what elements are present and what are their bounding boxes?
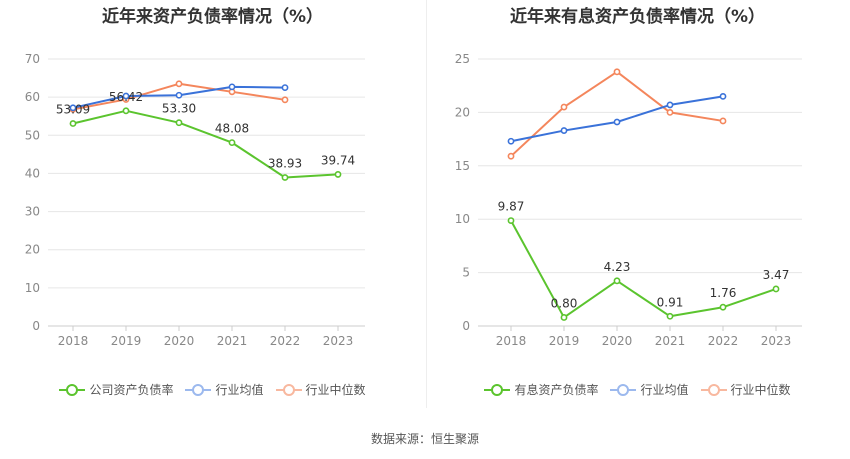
chart-divider — [426, 0, 427, 408]
data-label: 3.47 — [763, 268, 790, 282]
data-point-industry_median — [719, 117, 727, 125]
x-tick-label: 2019 — [549, 334, 580, 348]
legend-label: 行业中位数 — [730, 383, 791, 397]
y-tick-label: 0 — [32, 319, 40, 333]
data-point-industry_avg — [560, 127, 568, 134]
data-point-industry_avg — [666, 101, 674, 109]
data-point-industry_avg — [122, 92, 130, 100]
data-point-company — [560, 314, 568, 321]
data-point-industry_avg — [719, 92, 727, 100]
data-point-industry_avg — [175, 91, 183, 99]
data-point-industry_median — [560, 103, 568, 111]
y-tick-label: 40 — [25, 166, 40, 180]
data-point-industry_avg — [228, 83, 236, 91]
legend-marker-company — [484, 383, 511, 396]
y-tick-label: 25 — [455, 52, 470, 66]
y-tick-label: 10 — [25, 281, 40, 295]
data-point-company — [719, 303, 727, 311]
y-tick-label: 10 — [455, 212, 470, 226]
data-label: 56.42 — [109, 90, 143, 104]
data-point-industry_avg — [507, 137, 515, 145]
legend-item-industry-median[interactable]: 行业中位数 — [275, 381, 366, 398]
x-tick-label: 2021 — [655, 334, 686, 348]
legend-label: 有息资产负债率 — [514, 383, 599, 397]
y-tick-label: 20 — [25, 243, 40, 257]
data-label: 4.23 — [604, 260, 631, 274]
data-label: 0.91 — [657, 295, 684, 309]
legend-label: 行业中位数 — [305, 383, 366, 397]
right-chart-title: 近年来有息资产负债率情况（%） — [509, 7, 766, 27]
right-chart-legend: 有息资产负债率 行业均值 行业中位数 — [425, 381, 850, 398]
data-point-industry_avg — [613, 118, 621, 126]
left-chart-title: 近年来资产负债率情况（%） — [101, 7, 324, 27]
x-tick-label: 2021 — [217, 334, 248, 348]
data-point-company — [507, 217, 515, 224]
legend-marker-company — [59, 383, 86, 396]
left-chart-legend: 公司资产负债率 行业均值 行业中位数 — [0, 381, 425, 398]
x-tick-label: 2023 — [323, 334, 354, 348]
legend-label: 行业均值 — [215, 383, 264, 397]
legend-marker-industry-median — [275, 383, 302, 396]
x-tick-label: 2020 — [602, 334, 633, 348]
data-point-company — [228, 139, 236, 147]
data-point-company — [281, 174, 289, 181]
data-point-company — [122, 107, 130, 115]
data-point-industry_median — [666, 109, 674, 116]
x-tick-label: 2019 — [111, 334, 142, 348]
data-point-company — [334, 171, 342, 178]
data-label: 38.93 — [268, 157, 302, 171]
y-tick-label: 5 — [462, 266, 470, 280]
legend-item-company-debt-ratio[interactable]: 公司资产负债率 — [59, 381, 173, 398]
legend-marker-industry-average — [185, 383, 212, 396]
data-label: 48.08 — [215, 122, 249, 136]
y-tick-label: 0 — [462, 319, 470, 333]
series-line-company — [72, 109, 339, 179]
y-tick-label: 30 — [25, 205, 40, 219]
data-source-note: 数据来源：恒生聚源 — [370, 432, 479, 446]
left-chart-plot: 0 10 20 30 40 50 60 70 2018 2019 2020 2021 2022 2023 5… — [25, 52, 365, 348]
series-line-industry_median — [510, 70, 724, 157]
data-label: 53.30 — [162, 102, 196, 116]
y-tick-label: 70 — [25, 52, 40, 66]
data-label: 39.74 — [321, 153, 355, 167]
data-point-company — [69, 120, 77, 127]
x-tick-label: 2020 — [164, 334, 195, 348]
data-point-industry_avg — [69, 104, 77, 112]
data-label: 9.87 — [498, 200, 525, 214]
data-point-industry_avg — [281, 84, 289, 92]
legend-item-industry-average[interactable]: 行业均值 — [610, 381, 689, 398]
data-point-company — [666, 312, 674, 320]
legend-item-industry-median[interactable]: 行业中位数 — [700, 381, 791, 398]
legend-marker-industry-average — [610, 383, 637, 396]
y-tick-label: 50 — [25, 128, 40, 142]
data-point-industry_median — [507, 152, 515, 160]
y-tick-label: 20 — [455, 105, 470, 119]
legend-label: 行业均值 — [640, 383, 689, 397]
x-tick-label: 2022 — [708, 334, 739, 348]
data-point-industry_median — [175, 80, 183, 88]
legend-marker-industry-median — [700, 383, 727, 396]
data-label: 53.09 — [56, 102, 90, 116]
legend-item-industry-average[interactable]: 行业均值 — [185, 381, 264, 398]
legend-label: 公司资产负债率 — [89, 383, 174, 397]
right-chart-plot: 0 5 10 15 20 25 2018 2019 2020 2021 2022 2023 9.87 0.… — [455, 52, 802, 348]
y-tick-label: 15 — [455, 159, 470, 173]
series-line-company — [510, 220, 777, 319]
data-label: 0.80 — [551, 296, 578, 310]
y-tick-label: 60 — [25, 90, 40, 104]
data-point-company — [175, 119, 183, 127]
x-tick-label: 2023 — [761, 334, 792, 348]
x-tick-label: 2018 — [496, 334, 527, 348]
data-point-company — [613, 277, 621, 285]
data-point-industry_median — [281, 96, 289, 104]
x-tick-label: 2018 — [58, 334, 89, 348]
x-tick-label: 2022 — [270, 334, 301, 348]
data-label: 1.76 — [710, 286, 737, 300]
legend-item-interest-bearing-debt-ratio[interactable]: 有息资产负债率 — [484, 381, 598, 398]
data-point-company — [772, 285, 780, 293]
data-point-industry_median — [613, 68, 621, 76]
